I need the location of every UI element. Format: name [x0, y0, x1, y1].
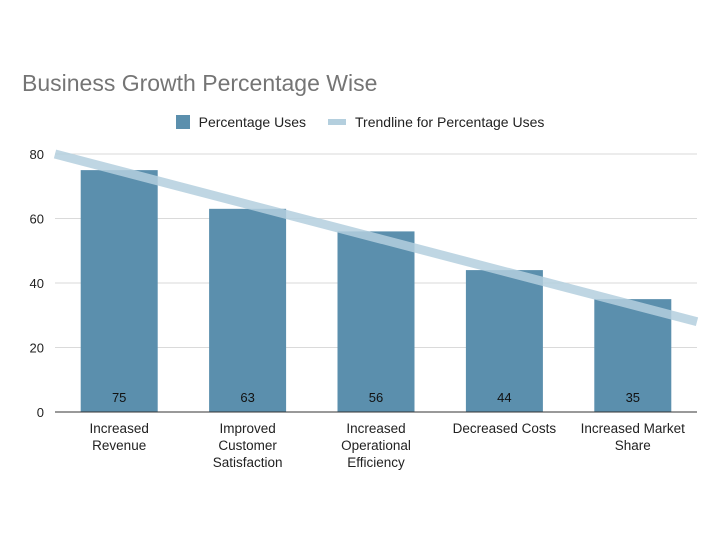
x-tick-label: Decreased Costs [453, 421, 557, 436]
y-tick-label: 60 [30, 212, 44, 227]
x-tick-label: Efficiency [347, 455, 405, 470]
legend-swatch-bar [175, 115, 190, 129]
x-tick-label: Increased Market [581, 421, 686, 436]
x-tick-label: Customer [218, 438, 277, 453]
x-tick-label: Increased [90, 421, 149, 436]
y-tick-label: 80 [30, 147, 44, 162]
chart-title: Business Growth Percentage Wise [22, 70, 378, 96]
bar [209, 208, 287, 412]
bar [594, 299, 672, 412]
x-tick-label: Increased [346, 421, 405, 436]
y-tick-label: 40 [30, 276, 44, 291]
legend-item-trendline: Trendline for Percentage Uses [328, 114, 544, 130]
y-tick-label: 0 [37, 405, 44, 420]
legend-label-series: Percentage Uses [198, 114, 307, 130]
legend-item-series: Percentage Uses [175, 114, 307, 130]
data-label: 56 [369, 390, 383, 405]
legend-label-trendline: Trendline for Percentage Uses [355, 114, 545, 130]
data-label: 75 [112, 390, 126, 405]
x-tick-label: Operational [341, 438, 411, 453]
bar [337, 231, 415, 412]
data-label: 35 [626, 390, 640, 405]
x-tick-label: Share [615, 438, 651, 453]
x-tick-label: Satisfaction [213, 455, 283, 470]
x-tick-label: Revenue [92, 438, 146, 453]
y-tick-label: 20 [30, 341, 44, 356]
trendline [53, 149, 699, 327]
bar [80, 170, 158, 412]
data-label: 63 [240, 390, 254, 405]
x-tick-label: Improved [219, 421, 275, 436]
legend-swatch-trendline [328, 119, 347, 125]
legend: Percentage Uses Trendline for Percentage… [0, 112, 720, 132]
data-label: 44 [497, 390, 511, 405]
bar [465, 270, 543, 412]
